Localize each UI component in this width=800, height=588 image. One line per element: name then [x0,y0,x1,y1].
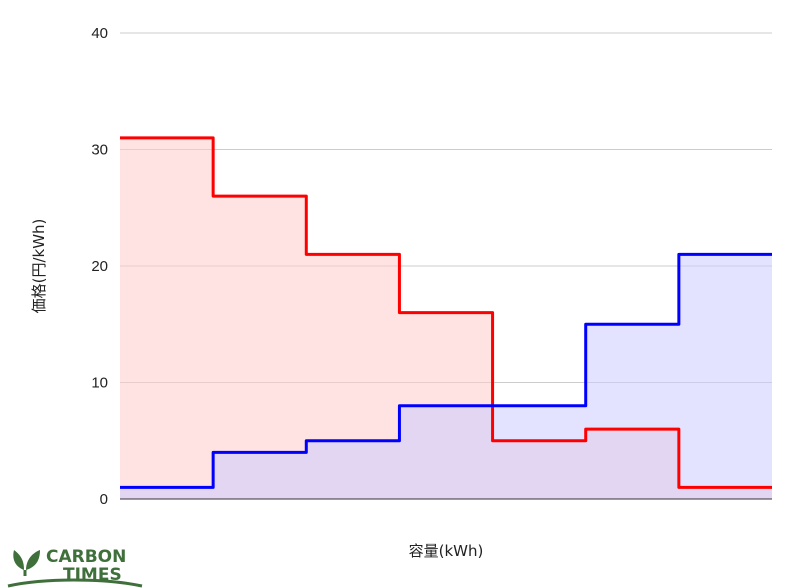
series-1-area [120,137,772,499]
logo-line1: CARBON [46,547,126,567]
series-areas [120,137,772,499]
y-tick-labels: 0 10 20 30 40 [91,25,108,508]
sprout-icon [13,550,40,576]
y-tick-label: 10 [91,375,108,392]
y-tick-label: 30 [91,142,108,159]
carbon-times-logo: CARBON TIMES [7,547,143,588]
y-tick-label: 0 [100,491,108,508]
y-tick-label: 20 [91,258,108,275]
series-lines [120,136,772,489]
x-axis-title: 容量(kWh) [409,542,484,560]
series-1-line [120,136,772,489]
series-2-area [120,254,772,499]
y-axis-title: 価格(円/kWh) [30,219,48,314]
series-2-line [120,252,772,489]
y-tick-label: 40 [91,25,108,42]
